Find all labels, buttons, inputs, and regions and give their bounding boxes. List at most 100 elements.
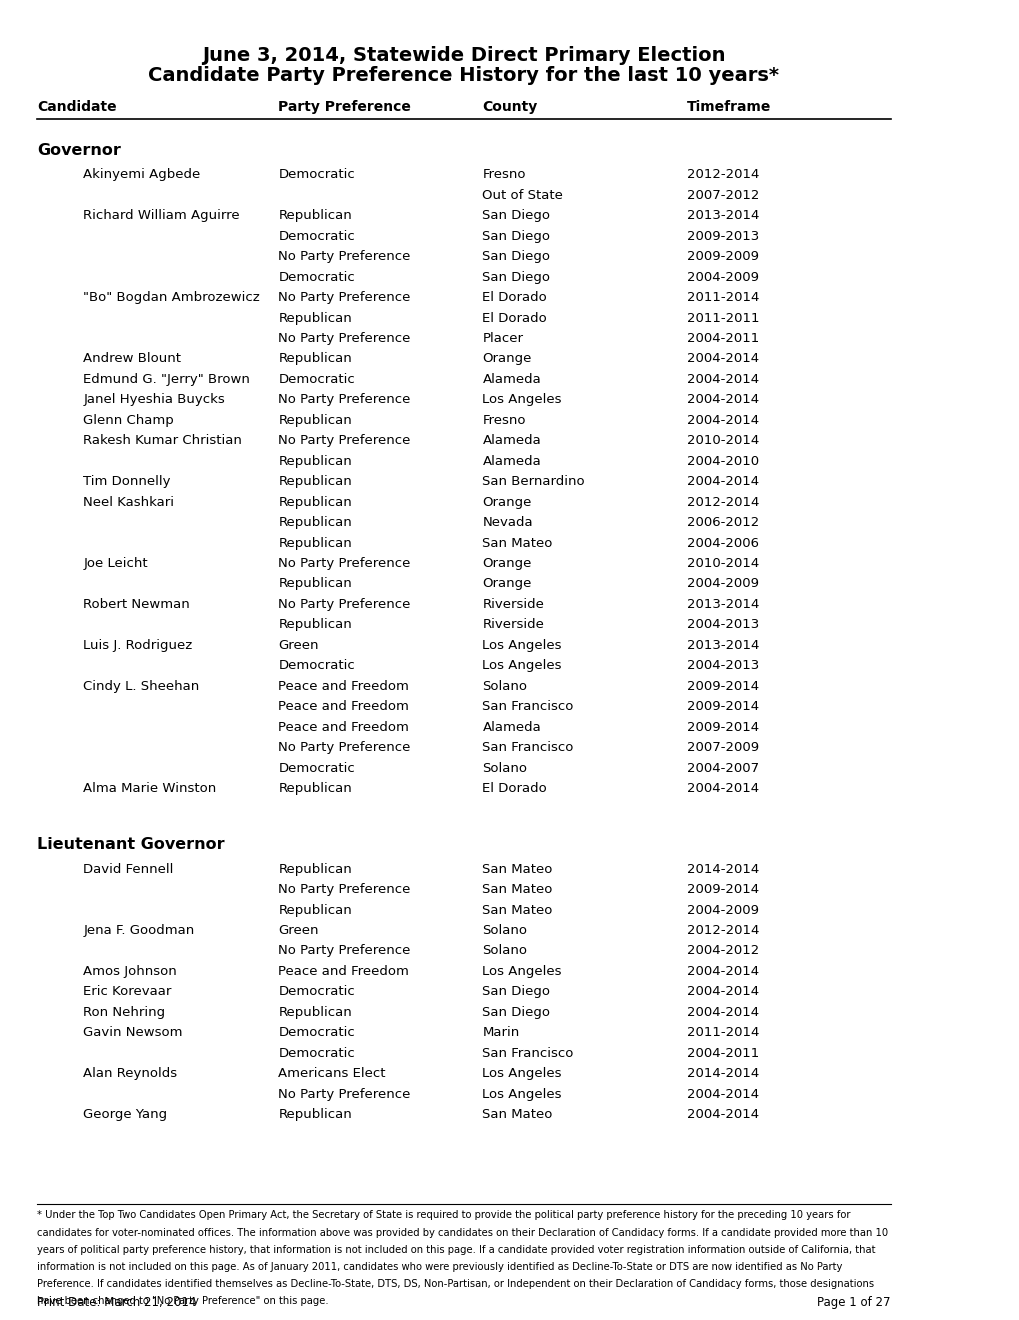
Text: 2013-2014: 2013-2014: [686, 209, 758, 222]
Text: No Party Preference: No Party Preference: [278, 249, 411, 263]
Text: San Diego: San Diego: [482, 209, 550, 222]
Text: Republican: Republican: [278, 413, 352, 426]
Text: Republican: Republican: [278, 312, 352, 325]
Text: Democratic: Democratic: [278, 1026, 355, 1039]
Text: Orange: Orange: [482, 352, 531, 366]
Text: No Party Preference: No Party Preference: [278, 598, 411, 611]
Text: Riverside: Riverside: [482, 598, 544, 611]
Text: 2011-2011: 2011-2011: [686, 312, 758, 325]
Text: Republican: Republican: [278, 903, 352, 916]
Text: Solano: Solano: [482, 944, 527, 957]
Text: Fresno: Fresno: [482, 413, 526, 426]
Text: Cindy L. Sheehan: Cindy L. Sheehan: [84, 680, 200, 693]
Text: San Mateo: San Mateo: [482, 536, 552, 549]
Text: 2014-2014: 2014-2014: [686, 1067, 758, 1080]
Text: 2013-2014: 2013-2014: [686, 598, 758, 611]
Text: 2004-2014: 2004-2014: [686, 965, 758, 978]
Text: Amos Johnson: Amos Johnson: [84, 965, 177, 978]
Text: Democratic: Democratic: [278, 659, 355, 672]
Text: Marin: Marin: [482, 1026, 519, 1039]
Text: Democratic: Democratic: [278, 271, 355, 284]
Text: Americans Elect: Americans Elect: [278, 1067, 385, 1080]
Text: 2004-2007: 2004-2007: [686, 762, 758, 775]
Text: 2004-2006: 2004-2006: [686, 536, 758, 549]
Text: 2011-2014: 2011-2014: [686, 290, 758, 304]
Text: Republican: Republican: [278, 536, 352, 549]
Text: Orange: Orange: [482, 577, 531, 590]
Text: No Party Preference: No Party Preference: [278, 434, 411, 447]
Text: 2009-2009: 2009-2009: [686, 249, 758, 263]
Text: Rakesh Kumar Christian: Rakesh Kumar Christian: [84, 434, 243, 447]
Text: Republican: Republican: [278, 352, 352, 366]
Text: County: County: [482, 100, 537, 115]
Text: 2013-2014: 2013-2014: [686, 639, 758, 652]
Text: Luis J. Rodriguez: Luis J. Rodriguez: [84, 639, 193, 652]
Text: El Dorado: El Dorado: [482, 312, 546, 325]
Text: Gavin Newsom: Gavin Newsom: [84, 1026, 182, 1039]
Text: information is not included on this page. As of January 2011, candidates who wer: information is not included on this page…: [37, 1262, 842, 1272]
Text: Placer: Placer: [482, 331, 523, 345]
Text: Peace and Freedom: Peace and Freedom: [278, 721, 409, 734]
Text: Peace and Freedom: Peace and Freedom: [278, 680, 409, 693]
Text: Los Angeles: Los Angeles: [482, 1067, 561, 1080]
Text: No Party Preference: No Party Preference: [278, 331, 411, 345]
Text: San Diego: San Diego: [482, 985, 550, 998]
Text: Los Angeles: Los Angeles: [482, 1088, 561, 1101]
Text: 2004-2014: 2004-2014: [686, 1107, 758, 1121]
Text: Lieutenant Governor: Lieutenant Governor: [37, 837, 224, 851]
Text: Democratic: Democratic: [278, 372, 355, 385]
Text: 2004-2009: 2004-2009: [686, 903, 758, 916]
Text: Out of State: Out of State: [482, 189, 562, 202]
Text: Republican: Republican: [278, 618, 352, 631]
Text: Alameda: Alameda: [482, 372, 541, 385]
Text: David Fennell: David Fennell: [84, 862, 173, 875]
Text: Fresno: Fresno: [482, 168, 526, 181]
Text: 2004-2013: 2004-2013: [686, 618, 758, 631]
Text: San Mateo: San Mateo: [482, 883, 552, 896]
Text: Republican: Republican: [278, 577, 352, 590]
Text: San Diego: San Diego: [482, 230, 550, 243]
Text: 2009-2014: 2009-2014: [686, 721, 758, 734]
Text: 2010-2014: 2010-2014: [686, 557, 758, 570]
Text: 2004-2013: 2004-2013: [686, 659, 758, 672]
Text: Nevada: Nevada: [482, 516, 533, 529]
Text: Alameda: Alameda: [482, 454, 541, 467]
Text: 2004-2012: 2004-2012: [686, 944, 758, 957]
Text: Republican: Republican: [278, 862, 352, 875]
Text: Akinyemi Agbede: Akinyemi Agbede: [84, 168, 201, 181]
Text: No Party Preference: No Party Preference: [278, 741, 411, 754]
Text: * Under the Top Two Candidates Open Primary Act, the Secretary of State is requi: * Under the Top Two Candidates Open Prim…: [37, 1210, 850, 1221]
Text: Green: Green: [278, 639, 319, 652]
Text: Democratic: Democratic: [278, 230, 355, 243]
Text: Republican: Republican: [278, 781, 352, 795]
Text: Democratic: Democratic: [278, 985, 355, 998]
Text: 2004-2014: 2004-2014: [686, 393, 758, 407]
Text: Candidate: Candidate: [37, 100, 116, 115]
Text: George Yang: George Yang: [84, 1107, 167, 1121]
Text: Solano: Solano: [482, 762, 527, 775]
Text: Eric Korevaar: Eric Korevaar: [84, 985, 172, 998]
Text: Los Angeles: Los Angeles: [482, 659, 561, 672]
Text: Candidate Party Preference History for the last 10 years*: Candidate Party Preference History for t…: [148, 66, 779, 84]
Text: 2009-2014: 2009-2014: [686, 680, 758, 693]
Text: have been changed to "No Party Preference" on this page.: have been changed to "No Party Preferenc…: [37, 1296, 328, 1307]
Text: No Party Preference: No Party Preference: [278, 557, 411, 570]
Text: 2004-2014: 2004-2014: [686, 413, 758, 426]
Text: 2004-2014: 2004-2014: [686, 352, 758, 366]
Text: San Diego: San Diego: [482, 249, 550, 263]
Text: 2014-2014: 2014-2014: [686, 862, 758, 875]
Text: Los Angeles: Los Angeles: [482, 393, 561, 407]
Text: Republican: Republican: [278, 454, 352, 467]
Text: June 3, 2014, Statewide Direct Primary Election: June 3, 2014, Statewide Direct Primary E…: [202, 46, 725, 65]
Text: Page 1 of 27: Page 1 of 27: [816, 1296, 890, 1309]
Text: Republican: Republican: [278, 1006, 352, 1019]
Text: 2004-2014: 2004-2014: [686, 372, 758, 385]
Text: Joe Leicht: Joe Leicht: [84, 557, 148, 570]
Text: 2009-2013: 2009-2013: [686, 230, 758, 243]
Text: 2007-2012: 2007-2012: [686, 189, 758, 202]
Text: Ron Nehring: Ron Nehring: [84, 1006, 165, 1019]
Text: Glenn Champ: Glenn Champ: [84, 413, 174, 426]
Text: Republican: Republican: [278, 516, 352, 529]
Text: San Bernardino: San Bernardino: [482, 475, 585, 488]
Text: Republican: Republican: [278, 209, 352, 222]
